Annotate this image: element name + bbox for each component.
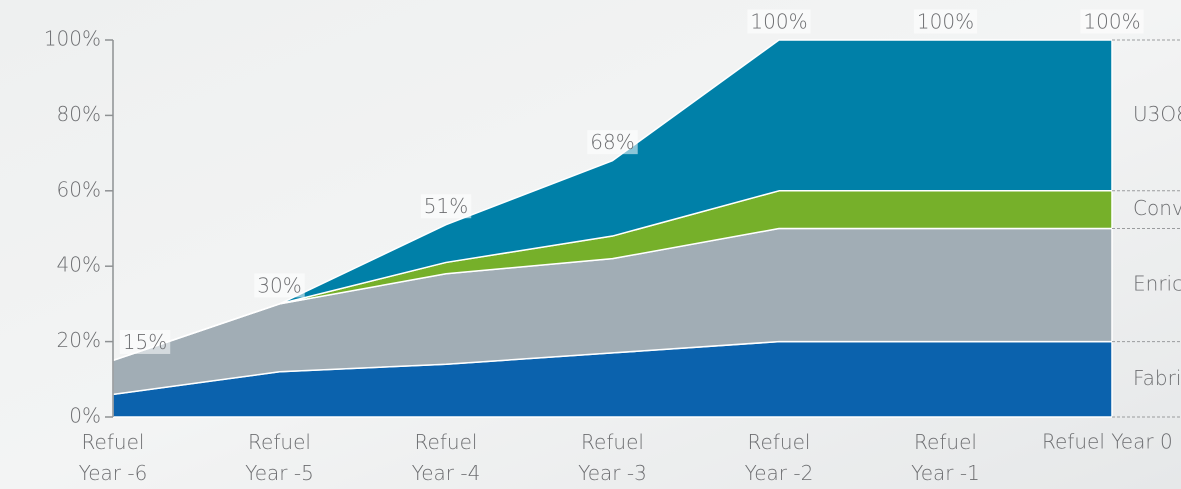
x-tick-label-line: Refuel [248, 430, 311, 454]
legend-label: U3O8 [1133, 102, 1181, 126]
x-tick-label-line: Refuel [82, 430, 145, 454]
y-tick-label: 100% [44, 27, 101, 51]
x-tick-label: Refuel Year -3 [578, 430, 647, 485]
y-tick-label: 60% [57, 177, 101, 201]
y-tick-label: 20% [57, 328, 101, 352]
x-tick-label-line: Year -2 [745, 461, 814, 485]
total-label-bg [913, 9, 978, 34]
legend-label: Fabrication [1133, 366, 1181, 390]
total-label-bg [587, 130, 638, 155]
total-label: 100% [1083, 10, 1140, 34]
x-tick-label: Refuel Year -1 [911, 430, 980, 485]
x-tick-label-line: Year -3 [578, 461, 647, 485]
total-label-bg [420, 194, 472, 219]
legend-label: Enrichment [1133, 272, 1181, 296]
y-tick-label: 80% [57, 102, 101, 126]
x-tick-label: Refuel Year -5 [245, 430, 314, 485]
total-label: 68% [590, 130, 634, 154]
x-tick-label-line: Year -6 [79, 461, 148, 485]
x-tick-label-line: Year -1 [911, 461, 980, 485]
area [112, 39, 1113, 362]
total-label-bg [747, 9, 811, 34]
total-label: 100% [917, 10, 974, 34]
total-label: 15% [123, 330, 167, 354]
total-label: 100% [750, 10, 807, 34]
x-tick-label: Refuel Year -4 [412, 430, 481, 485]
x-tick-label-line: Refuel [914, 430, 977, 454]
x-tick-label-line: Year -4 [412, 461, 481, 485]
total-label-bg [254, 273, 305, 298]
total-label: 30% [257, 273, 301, 297]
x-tick-label-line: Refuel [415, 430, 478, 454]
x-tick-label: Refuel Year 0 [1042, 430, 1173, 454]
y-tick-label: 40% [57, 253, 101, 277]
total-label-bg [1080, 9, 1144, 34]
x-tick-label-line: Refuel [581, 430, 644, 454]
y-tick-label: 0% [69, 404, 101, 428]
total-label-bg [119, 329, 171, 354]
total-label: 51% [424, 194, 468, 218]
legend-label: Conversion [1133, 196, 1181, 220]
x-tick-label-line: Refuel [748, 430, 811, 454]
x-tick-label-line: Year -5 [245, 461, 314, 485]
x-tick-label: Refuel Year -6 [79, 430, 148, 485]
x-tick-label: Refuel Year -2 [745, 430, 814, 485]
